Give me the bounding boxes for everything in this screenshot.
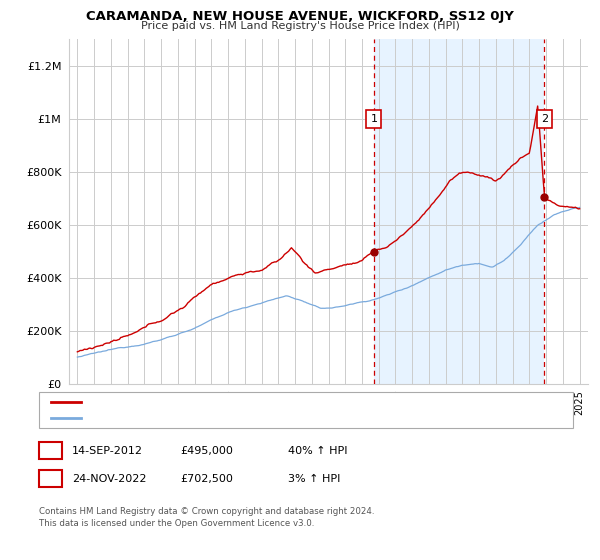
Text: CARAMANDA, NEW HOUSE AVENUE, WICKFORD, SS12 0JY: CARAMANDA, NEW HOUSE AVENUE, WICKFORD, S… (86, 10, 514, 23)
Text: Price paid vs. HM Land Registry's House Price Index (HPI): Price paid vs. HM Land Registry's House … (140, 21, 460, 31)
Text: 1: 1 (46, 444, 55, 458)
Text: 2: 2 (541, 114, 548, 124)
Text: Contains HM Land Registry data © Crown copyright and database right 2024.
This d: Contains HM Land Registry data © Crown c… (39, 507, 374, 528)
Text: 40% ↑ HPI: 40% ↑ HPI (288, 446, 347, 456)
Text: 24-NOV-2022: 24-NOV-2022 (72, 474, 146, 484)
Text: 2: 2 (46, 472, 55, 486)
Text: 1: 1 (370, 114, 377, 124)
Text: 3% ↑ HPI: 3% ↑ HPI (288, 474, 340, 484)
Text: HPI: Average price, detached house, Basildon: HPI: Average price, detached house, Basi… (87, 413, 314, 423)
Text: £495,000: £495,000 (180, 446, 233, 456)
Text: £702,500: £702,500 (180, 474, 233, 484)
Text: CARAMANDA, NEW HOUSE AVENUE, WICKFORD, SS12 0JY (detached house): CARAMANDA, NEW HOUSE AVENUE, WICKFORD, S… (87, 397, 464, 407)
Text: 14-SEP-2012: 14-SEP-2012 (72, 446, 143, 456)
Bar (374, 39, 544, 384)
